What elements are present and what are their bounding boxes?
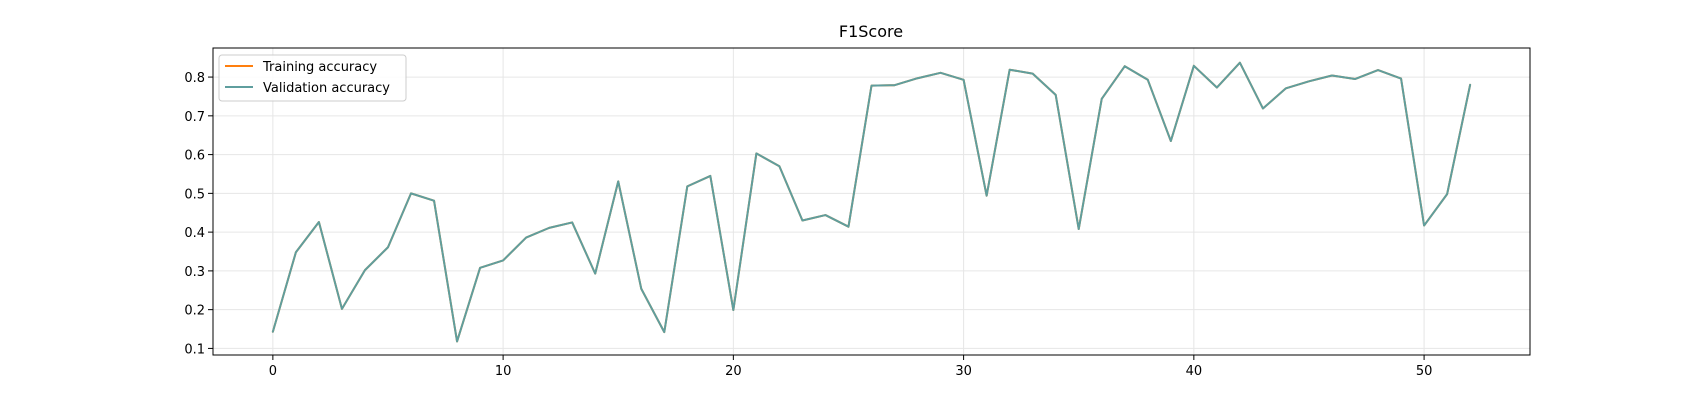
x-tick-label: 50 bbox=[1416, 364, 1433, 379]
legend: Training accuracy Validation accuracy bbox=[218, 54, 407, 102]
plot-frame bbox=[212, 47, 1531, 356]
x-tick-label: 40 bbox=[1186, 364, 1203, 379]
chart-title: F1Score bbox=[839, 22, 903, 41]
x-tick-label: 20 bbox=[725, 364, 742, 379]
y-tick-label: 0.8 bbox=[184, 71, 205, 86]
x-tick-label: 30 bbox=[955, 364, 972, 379]
y-tick-label: 0.1 bbox=[184, 342, 205, 357]
legend-box bbox=[218, 54, 407, 102]
x-tick-label: 0 bbox=[269, 364, 277, 379]
series-line-validation-accuracy bbox=[271, 61, 1472, 343]
x-tick-label: 10 bbox=[495, 364, 512, 379]
y-tick-label: 0.3 bbox=[184, 265, 205, 280]
y-tick-label: 0.2 bbox=[184, 304, 205, 319]
legend-label-training: Training accuracy bbox=[262, 60, 377, 75]
y-axis: 0.1 0.2 0.3 0.4 0.5 0.6 0.7 0.8 bbox=[184, 71, 213, 357]
y-tick-label: 0.6 bbox=[184, 149, 205, 164]
x-axis: 0 10 20 30 40 50 bbox=[269, 355, 1433, 379]
y-tick-label: 0.7 bbox=[184, 110, 205, 125]
legend-label-validation: Validation accuracy bbox=[263, 81, 390, 96]
grid bbox=[213, 48, 1530, 355]
y-tick-label: 0.5 bbox=[184, 187, 205, 202]
series-lines bbox=[271, 61, 1472, 343]
y-tick-label: 0.4 bbox=[184, 226, 205, 241]
